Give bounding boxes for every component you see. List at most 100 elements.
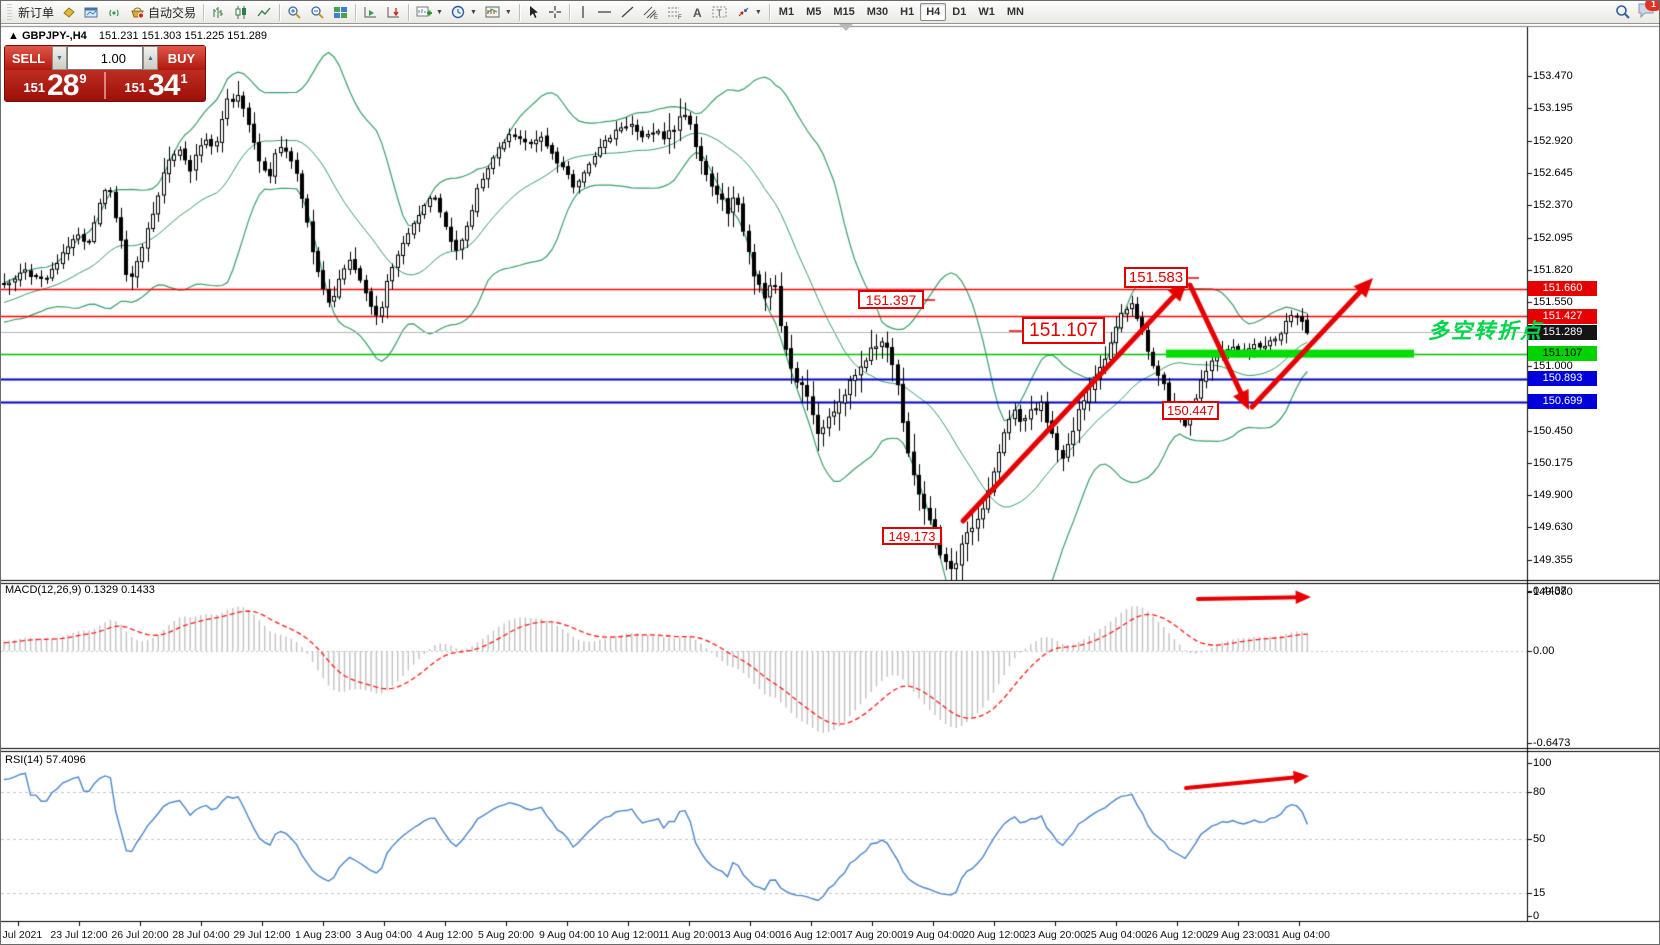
line-chart-button[interactable] [253, 3, 276, 22]
equidistant-channel-tool[interactable]: E [639, 3, 663, 22]
time-axis-label: 26 Jul 20:00 [111, 929, 169, 941]
price-axis-tick: 149.355 [1533, 553, 1573, 566]
annotation-swing-151397: 151.397 [858, 290, 924, 309]
timeframe-button-MN[interactable]: MN [1006, 6, 1024, 18]
candlestick-chart-button[interactable] [230, 3, 253, 22]
text-label-tool[interactable]: T [708, 3, 732, 22]
zoom-out-icon [311, 5, 324, 19]
price-line-badge: 151.660 [1528, 281, 1597, 297]
toolbar-separator [203, 3, 205, 21]
cursor-tool-button[interactable] [523, 3, 544, 22]
chart-canvas[interactable] [1, 24, 1659, 944]
timeframe-button-H1[interactable]: H1 [900, 6, 915, 18]
cursor-icon [529, 6, 538, 18]
annotation-swing-low-150447: 150.447 [1162, 401, 1219, 420]
timeframe-button-M5[interactable]: M5 [806, 6, 822, 18]
price-line-badge: 150.893 [1528, 371, 1597, 387]
arrows-dropdown[interactable]: ▼ [732, 3, 766, 22]
price-axis-tick: 153.470 [1533, 70, 1573, 82]
time-axis-label: 13 Aug 04:00 [719, 929, 781, 941]
dropdown-caret: ▼ [469, 8, 477, 16]
price-line-badge: 151.427 [1528, 308, 1597, 324]
buy-price[interactable]: 151 34 1 [106, 70, 205, 101]
vertical-line-tool[interactable] [573, 3, 593, 22]
sell-price-small: 151 [23, 80, 46, 95]
buy-price-sup: 1 [180, 71, 188, 86]
dropdown-caret: ▼ [754, 8, 762, 16]
volume-increase-button[interactable]: ▲ [143, 46, 158, 70]
one-click-trading-panel: SELL ▼ ▲ BUY 151 28 9 151 34 1 [4, 45, 206, 102]
time-axis-label: 17 Aug 20:00 [841, 929, 903, 941]
time-axis-label: 23 Jul 12:00 [50, 929, 108, 941]
indicator-axis-tick: 0.00 [1533, 645, 1555, 657]
timeframe-button-M30[interactable]: M30 [866, 6, 889, 18]
new-order-label: 新订单 [18, 5, 55, 20]
fibonacci-tool[interactable]: F [663, 3, 687, 22]
timeframe-button-M15[interactable]: M15 [833, 6, 855, 18]
price-axis-tick: 149.630 [1533, 521, 1573, 534]
text-tool[interactable]: A [687, 3, 708, 22]
template-dropdown[interactable]: ▼ [481, 3, 516, 22]
time-axis-label: 28 Jul 04:00 [172, 929, 230, 941]
svg-text:T: T [716, 8, 722, 18]
chart-area: ▲ GBPJPY-,H4 151.231 151.303 151.225 151… [1, 24, 1659, 944]
chart-shift-button[interactable] [382, 3, 405, 22]
timeframe-button-H4[interactable]: H4 [920, 3, 947, 21]
period-dropdown[interactable]: ▼ [447, 3, 481, 22]
price-axis-tick: 150.450 [1533, 424, 1573, 437]
sell-price-big: 28 [47, 69, 79, 102]
sell-price[interactable]: 151 28 9 [5, 70, 104, 101]
turning-point-annotation: 多空转折点 [1428, 320, 1543, 343]
zoom-in-button[interactable] [283, 3, 306, 22]
tile-windows-button[interactable] [329, 3, 352, 22]
time-axis-label: 10 Aug 12:00 [597, 929, 659, 941]
volume-input[interactable] [67, 46, 143, 70]
auto-scroll-button[interactable] [359, 3, 382, 22]
auto-trading-button[interactable]: 自动交易 [126, 3, 200, 22]
new-chart-dropdown[interactable]: ▼ [412, 3, 447, 22]
tile-windows-icon [334, 6, 348, 18]
buy-button[interactable]: BUY [158, 46, 205, 70]
toolbar-separator [518, 3, 520, 21]
price-axis-tick: 151.820 [1533, 263, 1573, 276]
signals-button[interactable] [103, 3, 126, 22]
indicator-axis-tick: 0.4437 [1533, 585, 1567, 597]
time-axis-label: 16 Aug 12:00 [780, 929, 842, 941]
charts-window-button[interactable] [80, 3, 103, 22]
timeframe-button-D1[interactable]: D1 [952, 6, 967, 18]
bar-chart-icon [213, 6, 224, 18]
price-axis-tick: 151.000 [1533, 360, 1573, 373]
timeframe-button-M1[interactable]: M1 [778, 6, 795, 18]
trendline-tool[interactable] [616, 3, 639, 22]
volume-decrease-button[interactable]: ▼ [52, 46, 67, 70]
dropdown-caret: ▼ [504, 8, 512, 16]
timeframe-group: M1 M5 M15 M30 H1 H4 D1 W1 MN [773, 3, 1030, 21]
timeframe-button-W1[interactable]: W1 [978, 6, 995, 18]
toolbar-grip[interactable] [7, 4, 12, 20]
expert-advisors-button[interactable] [58, 3, 80, 22]
candlestick-chart-icon [235, 5, 247, 19]
time-axis-label: 26 Aug 12:00 [1146, 929, 1208, 941]
panel-collapse-handle[interactable] [839, 24, 853, 31]
buy-price-big: 34 [148, 69, 180, 102]
search-icon[interactable] [1615, 4, 1631, 20]
crosshair-tool-button[interactable] [544, 3, 566, 22]
price-axis-tick: 152.645 [1533, 166, 1573, 179]
zoom-out-button[interactable] [306, 3, 329, 22]
time-axis-label: 11 Aug 20:00 [658, 929, 720, 941]
zoom-in-icon [288, 5, 301, 19]
bar-chart-button[interactable] [207, 3, 230, 22]
time-axis-label: 5 Aug 20:00 [477, 929, 535, 941]
svg-text:A: A [693, 6, 702, 19]
chat-button[interactable]: 1 [1637, 1, 1659, 23]
rsi-indicator-label: RSI(14) 57.4096 [5, 754, 86, 766]
sell-button[interactable]: SELL [5, 46, 52, 70]
indicator-axis-tick: 80 [1533, 786, 1546, 798]
fibonacci-icon: F [667, 7, 682, 20]
crosshair-icon [548, 6, 561, 18]
vertical-line-icon [582, 6, 584, 18]
horizontal-line-tool[interactable] [593, 3, 616, 22]
new-order-button[interactable]: 新订单 [14, 3, 58, 22]
price-axis-tick: 149.900 [1533, 489, 1573, 502]
time-axis-label: 31 Aug 04:00 [1268, 929, 1330, 941]
